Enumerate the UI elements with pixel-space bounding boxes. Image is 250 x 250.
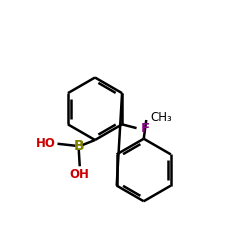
Text: HO: HO: [36, 137, 56, 150]
Text: CH₃: CH₃: [150, 111, 172, 124]
Text: OH: OH: [70, 168, 90, 180]
Text: B: B: [74, 139, 84, 153]
Text: F: F: [140, 122, 150, 134]
